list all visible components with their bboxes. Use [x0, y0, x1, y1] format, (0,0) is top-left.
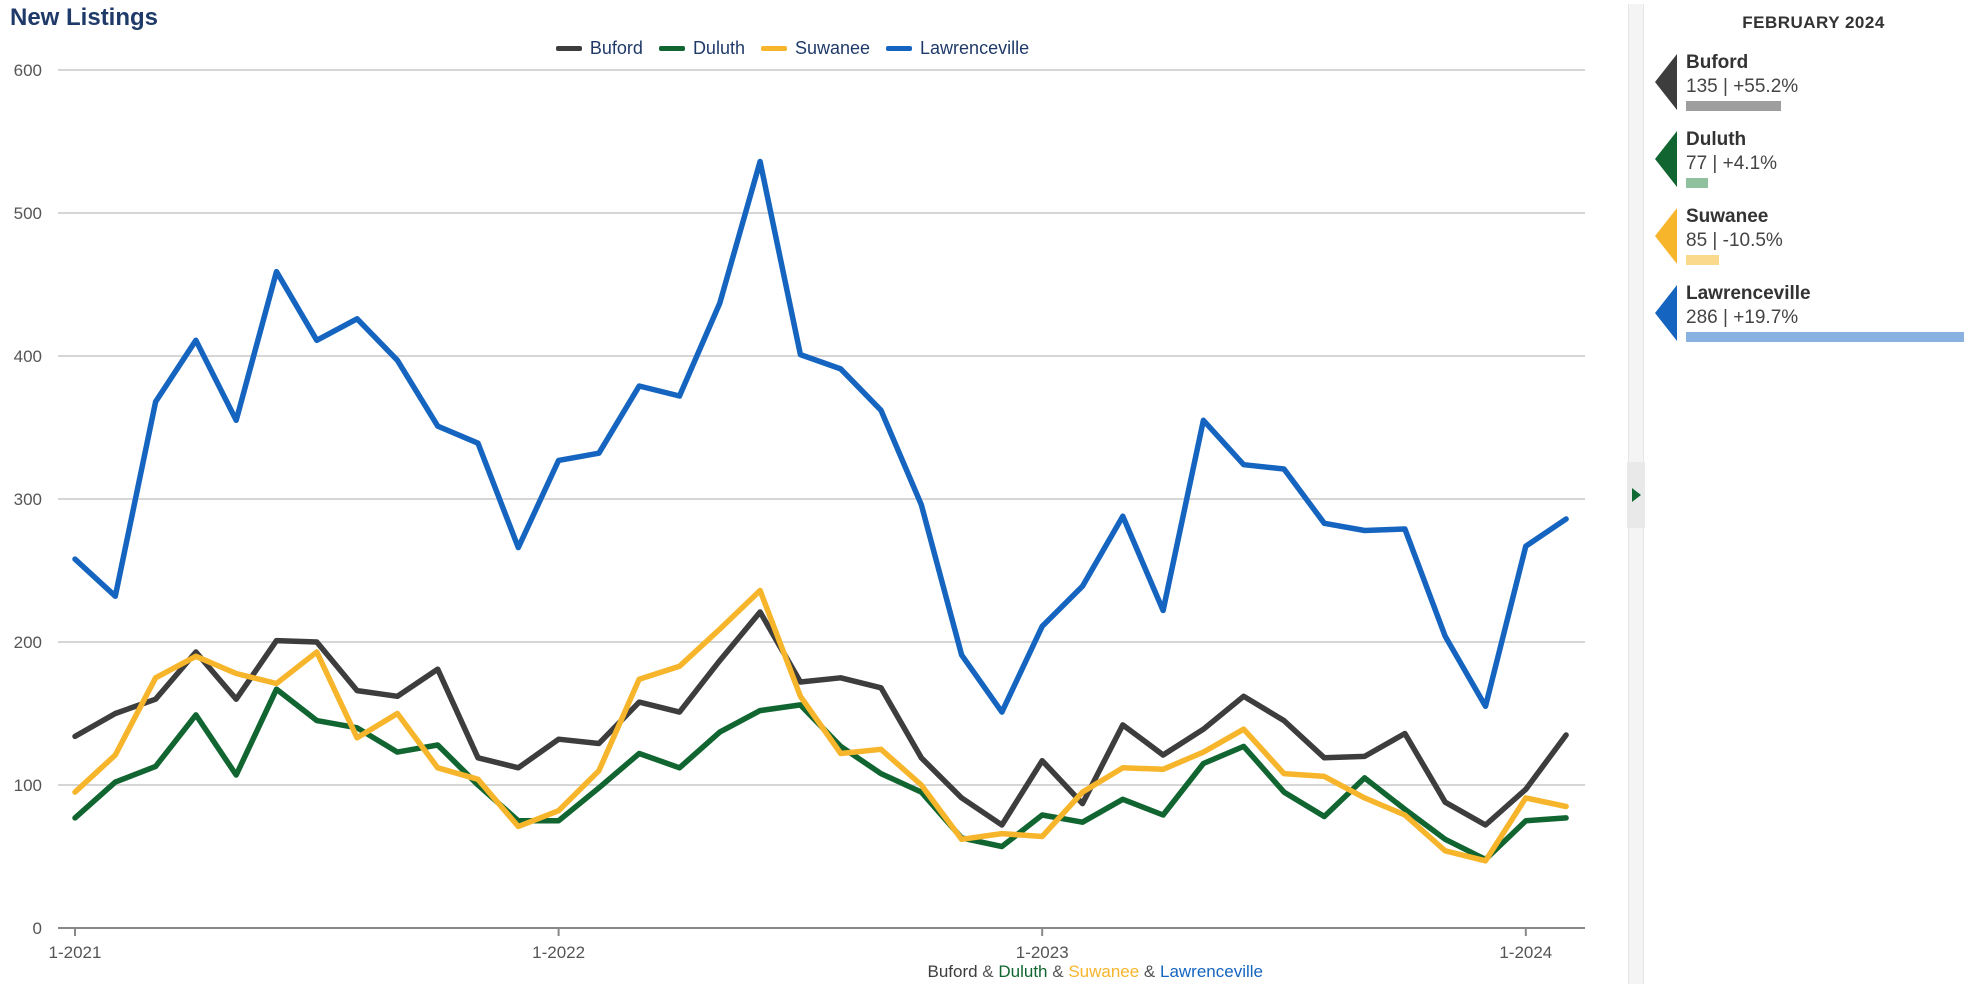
side-panel-heading: FEBRUARY 2024 [1742, 13, 1885, 32]
side-panel: FEBRUARY 2024 Buford 135 | +55.2% Duluth 77… [1655, 0, 1972, 988]
side-card-name: Duluth [1686, 129, 1747, 150]
side-card-stat: 77 | +4.1% [1686, 153, 1778, 174]
side-card-stat: 286 | +19.7% [1686, 307, 1799, 328]
caption-name: Duluth [998, 962, 1048, 981]
side-card-bar [1686, 101, 1781, 111]
side-card-name: Suwanee [1686, 206, 1769, 227]
legend-label: Lawrenceville [920, 38, 1030, 58]
y-tick-label: 600 [14, 61, 42, 80]
line-chart: 0 100 200 300 400 500 600 1-2021 1-2022 1-2023 1-2… [14, 61, 1585, 962]
footer-caption: Buford & Duluth & Suwanee & Lawrencevill… [927, 962, 1263, 982]
side-card-lawrenceville[interactable]: Lawrenceville 286 | +19.7% [1655, 283, 1972, 359]
collapse-panel-toggle[interactable] [1627, 462, 1645, 528]
x-tick-label: 1-2022 [532, 943, 585, 962]
side-card-bar [1686, 332, 1964, 342]
x-tick-label: 1-2021 [49, 943, 102, 962]
legend-item-duluth[interactable]: Duluth [658, 38, 745, 59]
legend-item-suwanee[interactable]: Suwanee [760, 38, 871, 59]
legend-label: Duluth [692, 38, 745, 58]
caption-name: Lawrenceville [1160, 962, 1263, 981]
legend-swatch [555, 46, 582, 51]
triangle-marker-icon [1655, 285, 1677, 341]
y-tick-label: 500 [14, 204, 42, 223]
page-title: New Listings [10, 4, 159, 31]
x-tick-label: 1-2023 [1016, 943, 1069, 962]
triangle-marker-icon [1655, 131, 1677, 187]
side-card-stat: 85 | -10.5% [1686, 230, 1783, 251]
series-line-suwanee [72, 587, 1569, 864]
y-tick-label: 200 [14, 633, 42, 652]
legend-item-lawrenceville[interactable]: Lawrenceville [886, 38, 1029, 59]
chart-legend: Buford Duluth Suwanee Lawrenceville [0, 38, 1585, 59]
side-card-bar [1686, 255, 1719, 265]
legend-swatch [886, 46, 913, 51]
x-tick-label: 1-2024 [1499, 943, 1552, 962]
series-line-buford [72, 609, 1569, 828]
side-card-name: Lawrenceville [1686, 283, 1811, 304]
y-tick-label: 0 [33, 919, 42, 938]
side-card-name: Buford [1686, 52, 1749, 73]
caption-separator: & [1047, 962, 1069, 981]
side-card-stat: 135 | +55.2% [1686, 76, 1799, 97]
caption-separator: & [977, 962, 999, 981]
chart-area: 0 100 200 300 400 500 600 1-2021 1-2022 1-2023 1-2… [0, 4, 1585, 982]
side-card-buford[interactable]: Buford 135 | +55.2% [1655, 52, 1972, 128]
legend-item-buford[interactable]: Buford [555, 38, 643, 59]
side-card-suwanee[interactable]: Suwanee 85 | -10.5% [1655, 206, 1972, 282]
y-tick-label: 100 [14, 776, 42, 795]
side-card-duluth[interactable]: Duluth 77 | +4.1% [1655, 129, 1972, 205]
series-line-lawrenceville [72, 158, 1569, 715]
legend-label: Buford [589, 38, 643, 58]
series-line-duluth [72, 686, 1569, 863]
legend-label: Suwanee [794, 38, 871, 58]
y-tick-label: 400 [14, 347, 42, 366]
legend-swatch [760, 46, 787, 51]
caption-name: Buford [927, 962, 978, 981]
triangle-marker-icon [1655, 54, 1677, 110]
triangle-marker-icon [1655, 208, 1677, 264]
y-tick-label: 300 [14, 490, 42, 509]
caption-name: Suwanee [1068, 962, 1140, 981]
legend-swatch [658, 46, 685, 51]
side-card-bar [1686, 178, 1708, 188]
caret-right-icon [1631, 488, 1641, 502]
caption-separator: & [1139, 962, 1160, 981]
